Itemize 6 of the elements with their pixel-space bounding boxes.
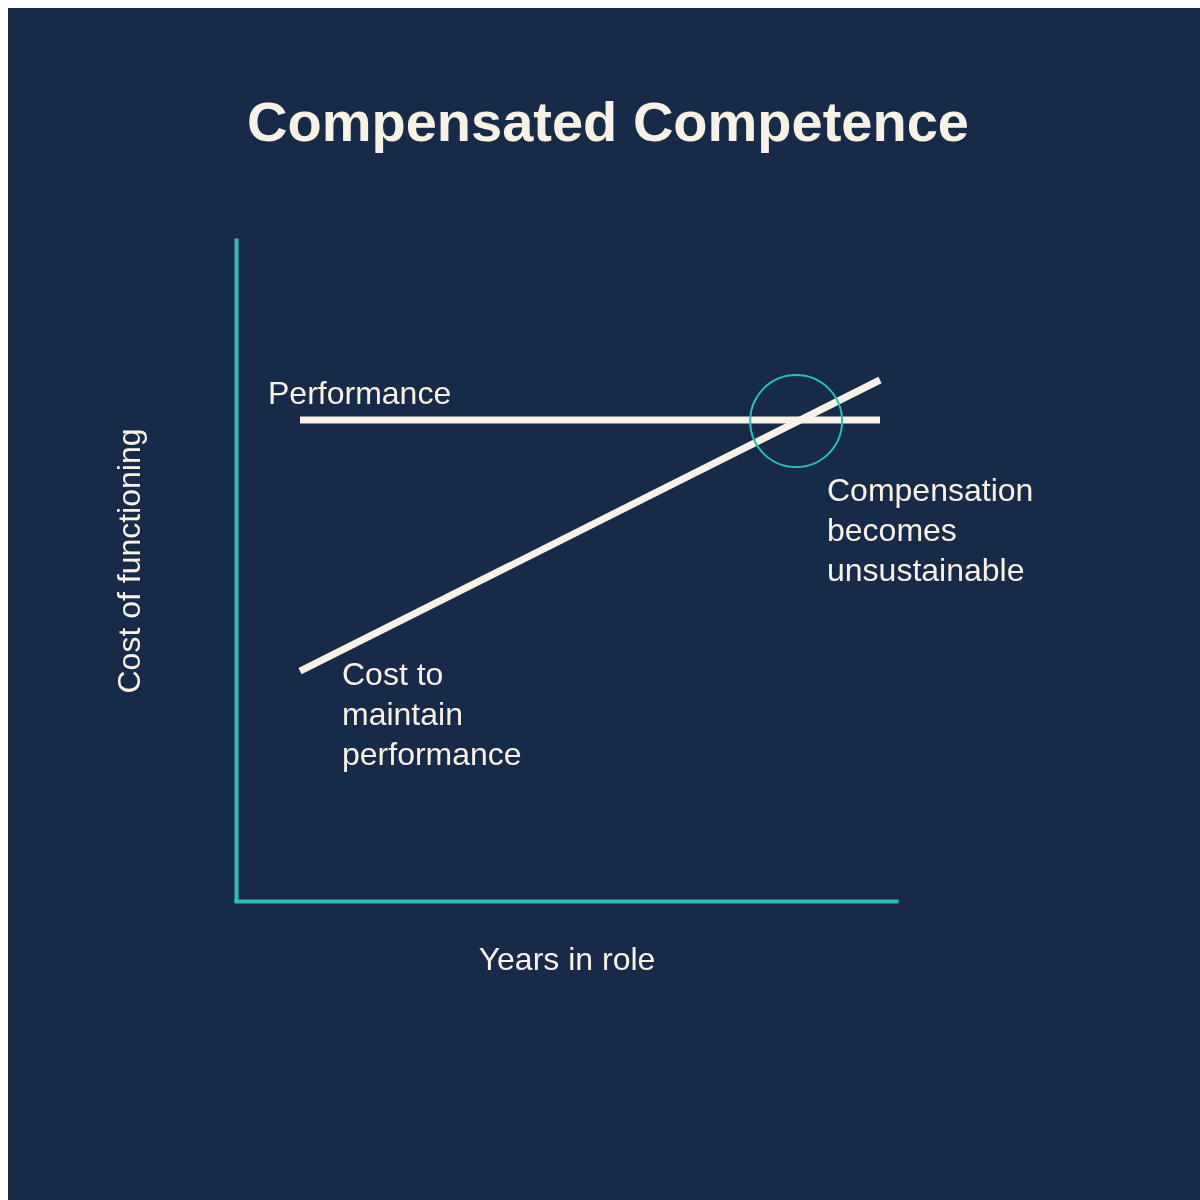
x-axis-title: Years in role [478, 941, 656, 977]
annotation: Compensation becomes unsustainable [827, 472, 1034, 588]
chart-title: Compensated Competence [247, 90, 969, 153]
y-axis-title: Cost of functioning [111, 428, 147, 694]
series-label: Performance [268, 375, 452, 412]
series-label: Cost to maintain performance [342, 656, 522, 773]
